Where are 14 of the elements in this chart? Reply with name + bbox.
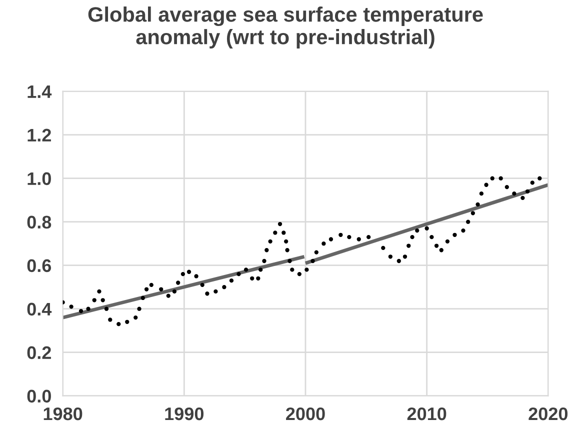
y-tick-label: 0.0 <box>27 390 51 403</box>
y-tick-label: 0.6 <box>27 259 52 272</box>
y-tick-label: 1.4 <box>28 85 52 98</box>
x-tick-label: 2010 <box>407 407 446 420</box>
y-tick-label: 1.0 <box>28 172 51 186</box>
x-tick-label: 1990 <box>165 407 204 420</box>
y-tick-label: 0.2 <box>27 346 51 360</box>
x-tick-label: 2020 <box>528 407 568 420</box>
x-tick-label: 1980 <box>44 407 82 420</box>
y-tick-label: 1.2 <box>28 128 51 142</box>
chart-title: Global average sea surface temperature anomaly (wrt to pre-industrial) <box>88 6 483 48</box>
x-tick-label: 2000 <box>286 407 325 420</box>
y-tick-label: 0.4 <box>27 302 52 316</box>
y-tick-label: 0.8 <box>27 216 52 229</box>
